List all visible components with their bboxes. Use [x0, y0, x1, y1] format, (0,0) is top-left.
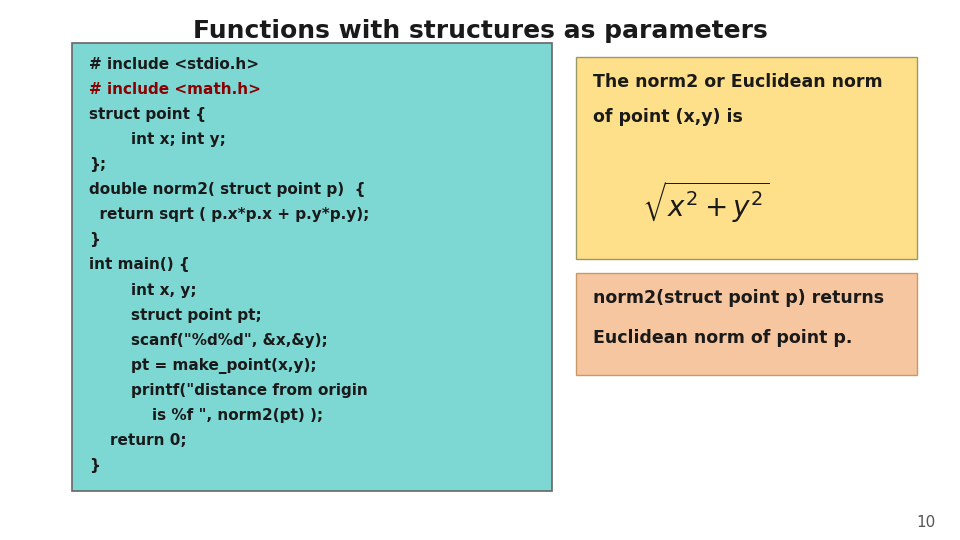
Text: printf("distance from origin: printf("distance from origin	[89, 383, 368, 398]
Text: scanf("%d%d", &x,&y);: scanf("%d%d", &x,&y);	[89, 333, 328, 348]
Text: # include <math.h>: # include <math.h>	[89, 82, 261, 97]
Text: norm2(struct point p) returns: norm2(struct point p) returns	[593, 289, 884, 307]
Text: }: }	[89, 232, 100, 247]
Text: }: }	[89, 458, 100, 473]
Text: int x, y;: int x, y;	[89, 282, 197, 298]
Text: $\sqrt{x^2 + y^2}$: $\sqrt{x^2 + y^2}$	[642, 180, 769, 225]
Text: return sqrt ( p.x*p.x + p.y*p.y);: return sqrt ( p.x*p.x + p.y*p.y);	[89, 207, 370, 222]
Text: int main() {: int main() {	[89, 258, 190, 273]
Text: of point (x,y) is: of point (x,y) is	[593, 108, 743, 126]
FancyBboxPatch shape	[576, 57, 917, 259]
Text: 10: 10	[917, 515, 936, 530]
Text: pt = make_point(x,y);: pt = make_point(x,y);	[89, 358, 317, 374]
Text: Euclidean norm of point p.: Euclidean norm of point p.	[593, 329, 852, 347]
Text: is %f ", norm2(pt) );: is %f ", norm2(pt) );	[89, 408, 324, 423]
Text: int x; int y;: int x; int y;	[89, 132, 227, 147]
FancyBboxPatch shape	[72, 43, 552, 491]
Text: struct point pt;: struct point pt;	[89, 308, 262, 322]
Text: Functions with structures as parameters: Functions with structures as parameters	[193, 19, 767, 43]
Text: return 0;: return 0;	[89, 433, 187, 448]
Text: struct point {: struct point {	[89, 107, 206, 122]
Text: double norm2( struct point p)  {: double norm2( struct point p) {	[89, 182, 366, 197]
Text: };: };	[89, 157, 107, 172]
FancyBboxPatch shape	[576, 273, 917, 375]
Text: The norm2 or Euclidean norm: The norm2 or Euclidean norm	[593, 73, 883, 91]
Text: # include <stdio.h>: # include <stdio.h>	[89, 57, 259, 72]
